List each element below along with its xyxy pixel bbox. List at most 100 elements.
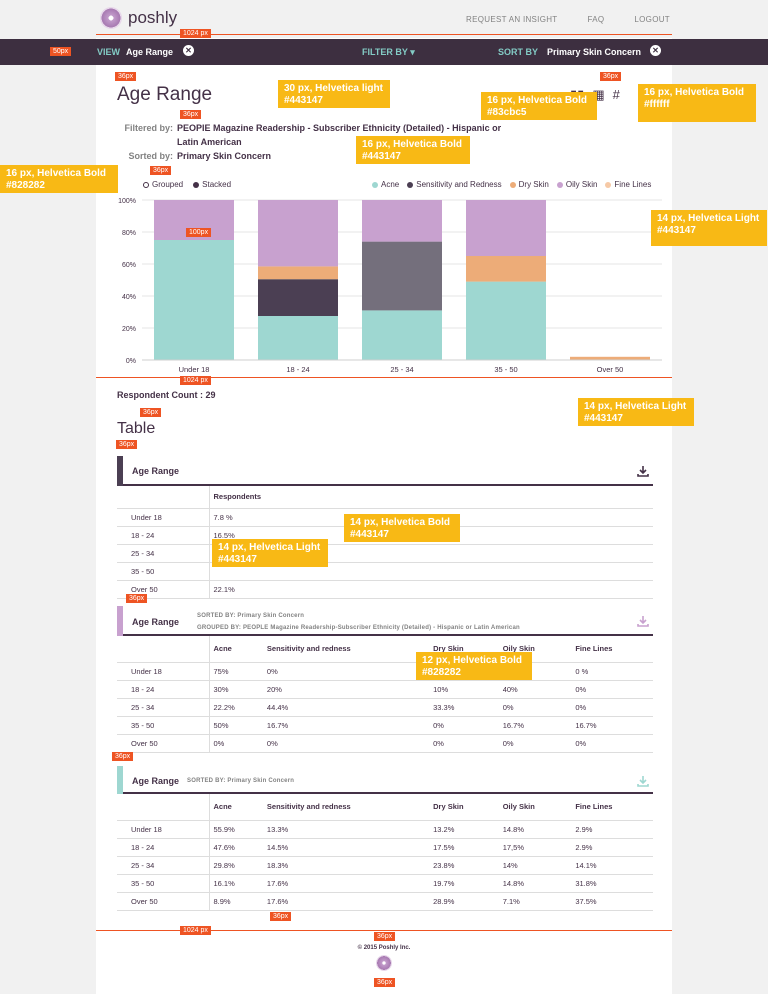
- spec-note: 14 px, Helvetica Light #443147: [651, 210, 767, 246]
- table-cell: 18 - 24: [117, 838, 210, 857]
- brand-logo[interactable]: poshly: [100, 7, 177, 29]
- filter-by-dropdown[interactable]: FILTER BY ▾: [362, 47, 415, 58]
- column-header: Oily Skin: [498, 794, 572, 821]
- column-header: Acne: [209, 636, 263, 663]
- dimension-tag: 36px: [112, 752, 134, 761]
- table-card-2-title: Age Range: [132, 617, 180, 627]
- legend-label: Acne: [381, 180, 400, 189]
- x-tick-label: Over 50: [597, 365, 624, 374]
- hash-icon[interactable]: #: [612, 87, 620, 102]
- filtered-by-value: PEOPIE Magazine Readership - Subscriber …: [177, 123, 502, 133]
- table-card-2: Age Range SORTED BY: Primary Skin Concer…: [117, 606, 653, 753]
- nav-logout[interactable]: LOGOUT: [634, 15, 670, 24]
- dimension-tag: 36px: [374, 978, 396, 987]
- sort-value[interactable]: Primary Skin Concern: [547, 47, 642, 57]
- spec-note: 14 px, Helvetica Light #443147: [578, 398, 694, 426]
- legend-item[interactable]: Fine Lines: [605, 180, 651, 189]
- logo-flower-icon: [100, 7, 122, 29]
- download-icon[interactable]: [637, 465, 649, 477]
- legend-item[interactable]: Oily Skin: [556, 180, 597, 189]
- filtered-by-label: Filtered by:: [124, 123, 173, 133]
- card-accent-bar: [117, 456, 123, 486]
- column-header: Sensitivity and redness: [262, 636, 430, 663]
- dimension-line: [96, 34, 672, 35]
- spec-note: 16 px, Helvetica Bold #828282: [0, 165, 118, 193]
- table-cell: 0%: [262, 662, 430, 681]
- table-card-3-header: Age Range SORTED BY: Primary Skin Concer…: [117, 766, 653, 794]
- table-row: 18 - 24 30% 20% 10% 40% 0%: [117, 680, 653, 699]
- legend-swatch: [509, 181, 516, 188]
- table-cell: 50%: [209, 716, 263, 735]
- table-cell: 20%: [262, 680, 430, 699]
- bar-segment: [258, 200, 338, 267]
- table-cell: 14.5%: [262, 838, 430, 857]
- table-cell: 28.9%: [429, 892, 499, 911]
- table-cell: 35 - 50: [117, 874, 210, 893]
- filtered-by-line: Filtered by: PEOPIE Magazine Readership -…: [117, 123, 501, 133]
- table-cell: Under 18: [117, 662, 210, 681]
- column-header: Respondents: [209, 486, 653, 509]
- table-cell: 0%: [498, 698, 572, 717]
- table-cell: 18 - 24: [117, 680, 210, 699]
- table-cell: 40%: [498, 680, 572, 699]
- table-row: Over 50 8.9% 17.6% 28.9% 7.1% 37.5%: [117, 892, 653, 911]
- legend-label: Fine Lines: [614, 180, 652, 189]
- table-card-2-grouped: GROUPED BY: PEOPLE Magazine Readership-S…: [197, 625, 520, 631]
- table-header-row: Respondents: [117, 486, 653, 509]
- table-cell: Over 50: [117, 580, 210, 599]
- nav-request-insight[interactable]: REQUEST AN INSIGHT: [466, 15, 558, 24]
- table-cell: 17.6%: [262, 892, 430, 911]
- top-header: poshly REQUEST AN INSIGHT FAQ LOGOUT: [0, 0, 768, 38]
- spec-note: 12 px, Helvetica Bold #828282: [416, 652, 532, 680]
- legend-item[interactable]: Sensitivity and Redness: [407, 180, 502, 189]
- column-header: [117, 636, 210, 663]
- chart-legend: Acne Sensitivity and Redness Dry Skin Oily …: [372, 180, 651, 189]
- table-cell: 0%: [209, 734, 263, 753]
- view-label: VIEW: [97, 47, 121, 57]
- respondent-count: Respondent Count : 29: [117, 390, 216, 400]
- clear-sort-icon[interactable]: ✕: [650, 45, 661, 56]
- dimension-line: [96, 930, 672, 931]
- column-header: Fine Lines: [571, 794, 653, 821]
- table-cell: 25 - 34: [117, 544, 210, 563]
- table-cell: 22.1%: [209, 580, 653, 599]
- sorted-by-label: Sorted by:: [128, 151, 173, 161]
- table-row: 25 - 34: [117, 544, 653, 563]
- table-respondents: Respondents Under 18 7.8 % 18 - 24 16.5% 25 -…: [117, 486, 653, 599]
- legend-swatch: [407, 181, 414, 188]
- dimension-tag: 36px: [140, 408, 162, 417]
- legend-item[interactable]: Acne: [372, 180, 399, 189]
- stacked-radio[interactable]: [193, 181, 200, 188]
- table-cell: 55.9%: [209, 820, 263, 839]
- table-cell: 0%: [429, 716, 499, 735]
- table-cell: 14.1%: [571, 856, 653, 875]
- table-row: Over 50 0% 0% 0% 0% 0%: [117, 734, 653, 753]
- table-row: 18 - 24 47.6% 14.5% 17.5% 17,5% 2.9%: [117, 838, 653, 857]
- legend-item[interactable]: Dry Skin: [509, 180, 549, 189]
- table-cell: 16.7%: [498, 716, 572, 735]
- view-value[interactable]: Age Range: [126, 47, 174, 57]
- bar-segment: [466, 200, 546, 256]
- nav-faq[interactable]: FAQ: [587, 15, 605, 24]
- bar-segment: [466, 281, 546, 360]
- table-cell: 16.1%: [209, 874, 263, 893]
- filtered-by-value-cont: Latin American: [177, 137, 242, 147]
- dimension-tag: 36px: [600, 72, 622, 81]
- spec-note: 14 px, Helvetica Light #443147: [212, 539, 328, 567]
- table-cell: 19.7%: [429, 874, 499, 893]
- spec-note: 16 px, Helvetica Bold #83cbc5: [481, 92, 597, 120]
- column-header: Fine Lines: [571, 636, 653, 663]
- table-cell: 16.7%: [262, 716, 430, 735]
- table-card-2-header: Age Range SORTED BY: Primary Skin Concer…: [117, 606, 653, 636]
- download-icon[interactable]: [637, 775, 649, 787]
- bar-segment: [258, 316, 338, 360]
- grouped-radio[interactable]: [143, 181, 149, 188]
- clear-view-icon[interactable]: ✕: [183, 45, 194, 56]
- card-accent-bar: [117, 606, 123, 636]
- dimension-tag: 100px: [186, 228, 212, 237]
- x-tick-label: 25 - 34: [390, 365, 413, 374]
- filter-bar: VIEW Age Range ✕ FILTER BY ▾ SORT BY Pri…: [0, 39, 768, 65]
- table-cell: 2.9%: [571, 820, 653, 839]
- download-icon[interactable]: [637, 615, 649, 627]
- dimension-tag: 36px: [180, 110, 202, 119]
